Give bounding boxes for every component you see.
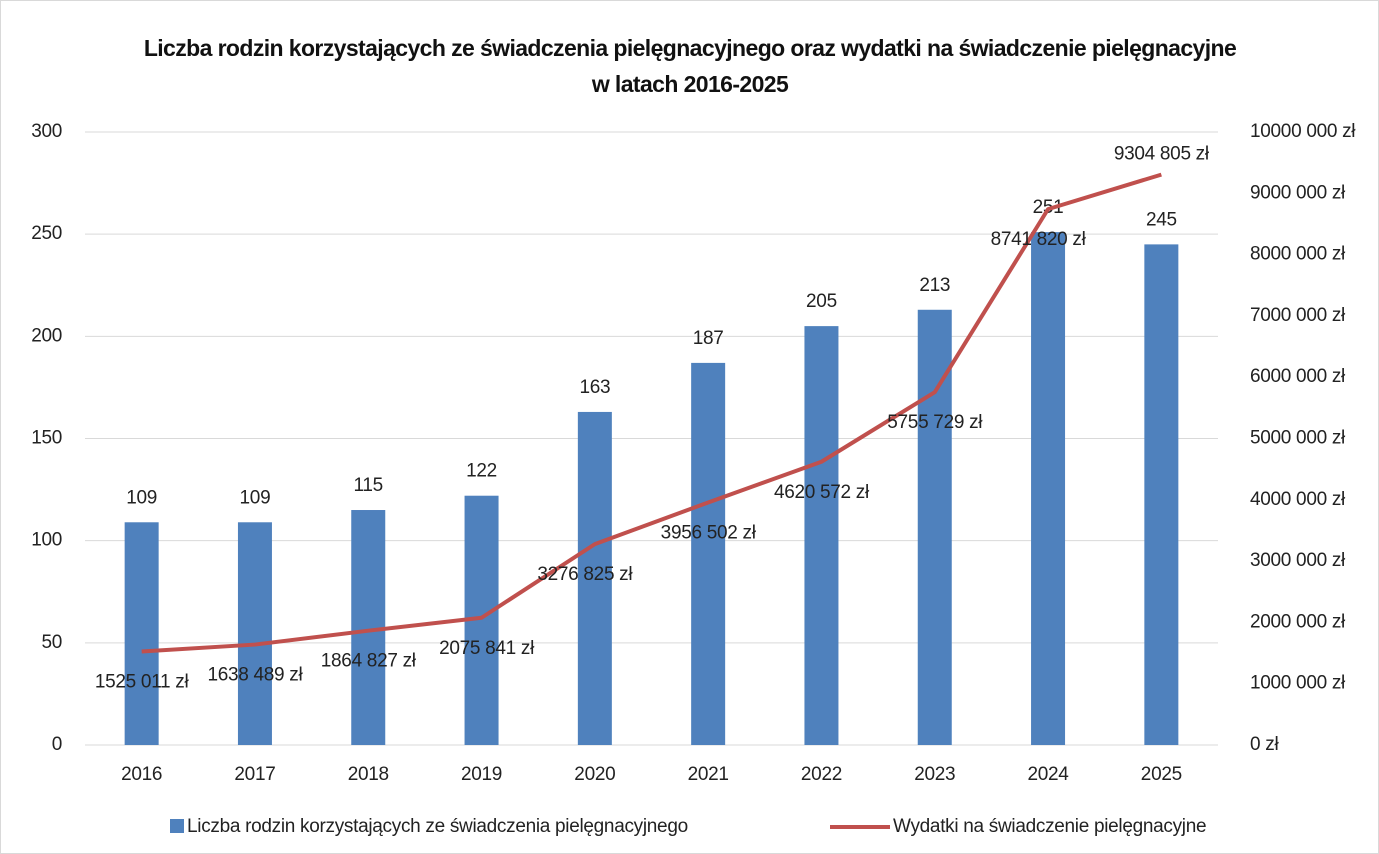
line-value-label: 1864 827 zł	[321, 651, 417, 672]
x-tick-label: 2018	[348, 764, 389, 785]
legend-swatch	[170, 819, 184, 833]
line-value-label: 1525 011 zł	[95, 672, 190, 693]
bar	[124, 522, 159, 745]
line	[141, 172, 1162, 654]
bar-value-label: 122	[466, 461, 497, 482]
y-tick-label: 0	[52, 734, 62, 755]
x-tick-label: 2023	[914, 764, 955, 785]
legend-label: Wydatki na świadczenie pielęgnacyjne	[893, 816, 1206, 837]
y2-tick-label: 7000 000 zł	[1250, 305, 1346, 326]
line-value-label: 5755 729 zł	[887, 412, 983, 433]
line-value-label: 9304 805 zł	[1114, 144, 1210, 165]
line-value-label: 3956 502 zł	[661, 522, 757, 543]
x-tick-label: 2016	[121, 764, 162, 785]
x-tick-label: 2019	[461, 764, 502, 785]
x-tick-label: 2022	[801, 764, 842, 785]
bar	[1144, 244, 1179, 745]
bar-value-label: 115	[354, 475, 383, 496]
y2-tick-label: 8000 000 zł	[1250, 244, 1346, 265]
chart-title: Liczba rodzin korzystających ze świadcze…	[143, 35, 1237, 97]
bar	[237, 522, 272, 745]
x-tick-label: 2017	[234, 764, 275, 785]
y-tick-label: 250	[31, 223, 62, 244]
x-tick-label: 2021	[688, 764, 729, 785]
x-tick-label: 2025	[1141, 764, 1182, 785]
line-value-label: 1638 489 zł	[207, 665, 303, 686]
y2-tick-label: 6000 000 zł	[1250, 366, 1346, 387]
y2-tick-label: 9000 000 zł	[1250, 182, 1346, 203]
bar	[691, 362, 726, 745]
y2-tick-label: 2000 000 zł	[1250, 611, 1346, 632]
y-tick-label: 50	[41, 632, 62, 653]
y2-tick-label: 10000 000 zł	[1250, 121, 1356, 142]
bar	[1031, 232, 1066, 745]
y2-tick-label: 5000 000 zł	[1250, 428, 1346, 449]
bar	[577, 411, 612, 745]
y-tick-label: 100	[31, 530, 62, 551]
bar	[804, 326, 839, 745]
bar-value-label: 213	[919, 275, 950, 296]
bar	[917, 309, 952, 745]
legend-label: Liczba rodzin korzystających ze świadcze…	[187, 816, 688, 837]
x-tick-label: 2020	[574, 764, 615, 785]
x-tick-label: 2024	[1028, 764, 1070, 785]
line-value-label: 4620 572 zł	[774, 482, 870, 503]
bar-value-label: 245	[1146, 209, 1177, 230]
bar-value-label: 109	[126, 487, 157, 508]
y2-tick-label: 4000 000 zł	[1250, 489, 1346, 510]
y-tick-label: 150	[31, 428, 62, 449]
line-value-label: 2075 841 zł	[439, 638, 535, 659]
bar-value-label: 163	[579, 377, 610, 398]
bar-value-label: 205	[806, 291, 837, 312]
y-tick-label: 200	[31, 325, 62, 346]
y2-tick-label: 0 zł	[1250, 734, 1279, 755]
line-value-label: 3276 825 zł	[537, 564, 633, 585]
bar-value-label: 187	[693, 328, 724, 349]
y2-tick-label: 3000 000 zł	[1250, 550, 1346, 571]
bar-value-label: 109	[240, 487, 271, 508]
y-tick-label: 300	[31, 121, 62, 142]
line-value-label: 8741 820 zł	[991, 229, 1087, 250]
y2-tick-label: 1000 000 zł	[1250, 673, 1346, 694]
